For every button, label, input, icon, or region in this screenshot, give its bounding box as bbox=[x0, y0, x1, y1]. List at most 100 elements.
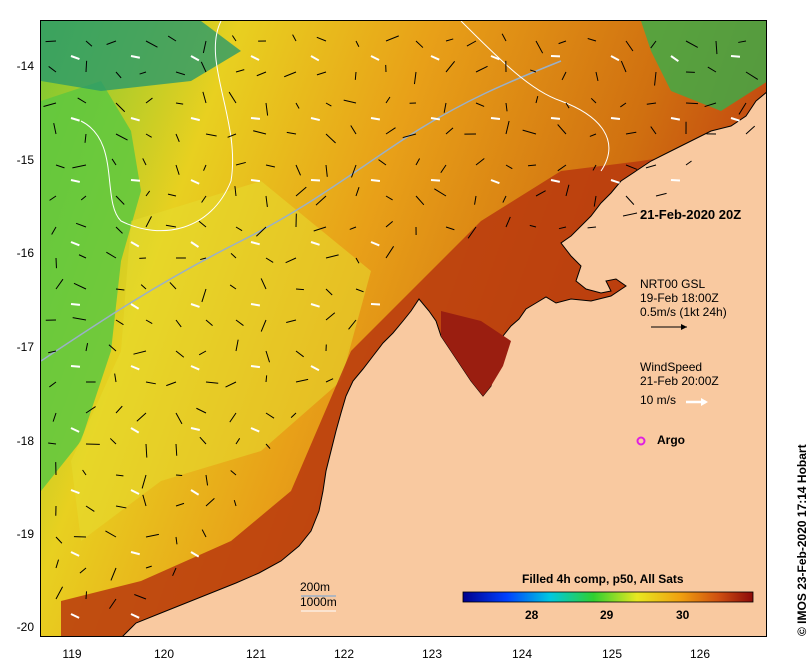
current-arrow bbox=[145, 381, 156, 385]
current-arrow bbox=[55, 559, 60, 569]
wind-arrow bbox=[250, 117, 261, 120]
wind-arrow bbox=[430, 55, 440, 61]
current-arrow bbox=[198, 220, 207, 228]
current-arrow bbox=[385, 35, 399, 42]
current-arrow bbox=[175, 102, 184, 105]
current-arrow bbox=[231, 35, 237, 42]
current-arrow bbox=[142, 494, 147, 507]
current-arrow bbox=[229, 284, 237, 290]
wind-arrow bbox=[130, 613, 140, 619]
current-arrow bbox=[235, 69, 245, 73]
wind-arrow bbox=[430, 117, 441, 121]
wind-arrow bbox=[70, 489, 80, 495]
current-arrow bbox=[106, 251, 117, 259]
wind-arrow bbox=[250, 365, 261, 369]
depth-legend-1000m: 1000m bbox=[300, 595, 337, 609]
current-arrow bbox=[48, 350, 57, 354]
current-arrow bbox=[145, 565, 152, 569]
current-arrow bbox=[685, 102, 699, 105]
current-arrow bbox=[109, 598, 117, 609]
sst-map[interactable] bbox=[40, 20, 767, 637]
current-arrow bbox=[655, 192, 667, 197]
current-arrow bbox=[145, 97, 153, 104]
current-arrow bbox=[165, 224, 177, 228]
wind-arrow bbox=[70, 241, 80, 247]
imos-credit: © IMOS 23-Feb-2020 17:14 Hobart bbox=[795, 444, 809, 636]
current-arrow bbox=[134, 594, 147, 600]
wind-arrow bbox=[730, 55, 741, 58]
wind-arrow bbox=[250, 179, 261, 183]
wind-arrow bbox=[490, 117, 501, 121]
wind-arrow bbox=[190, 365, 200, 371]
current-arrow bbox=[225, 381, 237, 388]
current-arrow bbox=[235, 226, 243, 232]
current-arrow bbox=[295, 186, 307, 197]
current-arrow bbox=[202, 40, 207, 54]
current-arrow bbox=[415, 158, 421, 166]
current-arrow bbox=[79, 567, 87, 574]
current-arrow bbox=[685, 40, 699, 48]
current-arrow bbox=[196, 407, 207, 414]
current-arrow bbox=[115, 133, 128, 141]
current-arrow bbox=[592, 164, 597, 171]
wind-arrow bbox=[130, 365, 140, 371]
current-arrow bbox=[106, 40, 117, 45]
current-arrow bbox=[466, 40, 477, 47]
current-arrow bbox=[227, 133, 237, 138]
current-arrow bbox=[265, 412, 275, 419]
current-arrow bbox=[325, 102, 332, 107]
current-arrow bbox=[434, 188, 447, 197]
current-arrow bbox=[707, 66, 717, 73]
current-arrow bbox=[175, 443, 178, 456]
current-arrow bbox=[201, 529, 207, 538]
current-arrow bbox=[235, 438, 241, 445]
current-arrow bbox=[325, 378, 334, 383]
current-arrow bbox=[645, 164, 657, 169]
current-arrow bbox=[53, 123, 57, 135]
current-arrow bbox=[445, 38, 454, 42]
wind-arrow bbox=[70, 117, 80, 122]
current-arrow bbox=[230, 470, 237, 476]
sst-map-canvas bbox=[41, 21, 766, 636]
current-arrow bbox=[595, 71, 599, 82]
credit-text: IMOS 23-Feb-2020 17:14 Hobart bbox=[795, 444, 809, 624]
current-arrow bbox=[175, 474, 183, 477]
current-arrow bbox=[235, 161, 246, 166]
current-arrow bbox=[325, 164, 328, 177]
current-arrow bbox=[265, 164, 275, 168]
current-arrow bbox=[348, 319, 357, 330]
current-arrow bbox=[385, 246, 395, 259]
current-arrow bbox=[145, 319, 153, 324]
date-pointer-line bbox=[622, 212, 638, 217]
current-arrow bbox=[325, 133, 336, 144]
current-arrow bbox=[77, 97, 87, 104]
current-arrow bbox=[166, 381, 177, 387]
current-arrow bbox=[145, 190, 151, 197]
current-arrow bbox=[200, 257, 207, 261]
argo-marker[interactable] bbox=[636, 436, 646, 446]
current-arrow bbox=[704, 102, 717, 108]
lat-tick-label: -17 bbox=[16, 340, 34, 354]
current-arrow bbox=[625, 195, 635, 205]
wind-arrow bbox=[670, 179, 681, 182]
wind-arrow bbox=[130, 427, 140, 434]
current-arrow bbox=[558, 226, 567, 230]
sst-date-label: 21-Feb-2020 20Z bbox=[640, 207, 742, 222]
current-arrow bbox=[111, 158, 117, 166]
current-legend-scale: 0.5m/s (1kt 24h) bbox=[640, 305, 727, 319]
current-arrow bbox=[535, 40, 544, 54]
current-arrow bbox=[175, 502, 185, 507]
current-arrow bbox=[415, 40, 424, 48]
current-arrow bbox=[355, 40, 360, 47]
current-arrow bbox=[292, 34, 297, 42]
current-arrow bbox=[115, 195, 125, 205]
wind-arrow bbox=[70, 55, 80, 61]
current-arrow bbox=[234, 186, 237, 197]
colorbar-tick-label: 30 bbox=[676, 608, 690, 622]
current-arrow bbox=[55, 278, 64, 290]
current-arrow bbox=[133, 350, 147, 355]
current-arrow bbox=[284, 71, 297, 78]
wind-arrow bbox=[70, 613, 80, 619]
current-arrow bbox=[295, 288, 304, 291]
wind-arrow bbox=[490, 55, 500, 61]
